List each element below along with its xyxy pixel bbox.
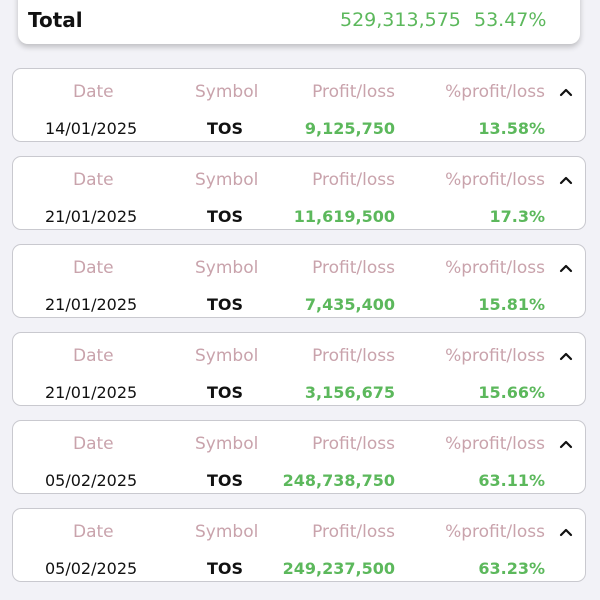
trade-symbol: TOS	[207, 295, 244, 314]
trade-profit: 249,237,500	[282, 559, 395, 578]
trade-card[interactable]: Date Symbol Profit/loss %profit/loss 14/…	[12, 68, 586, 142]
trade-symbol: TOS	[207, 471, 244, 490]
trade-percent: 15.66%	[478, 383, 545, 402]
trade-percent: 15.81%	[478, 295, 545, 314]
date-header: Date	[73, 82, 114, 102]
profit-header: Profit/loss	[312, 346, 395, 366]
trade-symbol: TOS	[207, 207, 244, 226]
trade-date: 21/01/2025	[45, 383, 138, 402]
total-summary-card: Total 529,313,575 53.47%	[18, 0, 580, 44]
date-header: Date	[73, 522, 114, 542]
trade-percent: 13.58%	[478, 119, 545, 138]
chevron-up-icon[interactable]	[559, 437, 573, 451]
trade-card[interactable]: Date Symbol Profit/loss %profit/loss 05/…	[12, 420, 586, 494]
trade-profit: 7,435,400	[304, 295, 395, 314]
chevron-up-icon[interactable]	[559, 173, 573, 187]
profit-header: Profit/loss	[312, 82, 395, 102]
trade-card[interactable]: Date Symbol Profit/loss %profit/loss 21/…	[12, 156, 586, 230]
date-header: Date	[73, 170, 114, 190]
symbol-header: Symbol	[195, 434, 259, 454]
trade-profit: 248,738,750	[282, 471, 395, 490]
trade-date: 05/02/2025	[45, 471, 138, 490]
trade-symbol: TOS	[207, 119, 244, 138]
chevron-up-icon[interactable]	[559, 85, 573, 99]
trade-date: 14/01/2025	[45, 119, 138, 138]
date-header: Date	[73, 346, 114, 366]
profit-header: Profit/loss	[312, 170, 395, 190]
trade-profit: 9,125,750	[304, 119, 395, 138]
total-label: Total	[28, 8, 83, 32]
symbol-header: Symbol	[195, 522, 259, 542]
total-profit-percent: 53.47%	[474, 9, 547, 31]
symbol-header: Symbol	[195, 82, 259, 102]
chevron-up-icon[interactable]	[559, 349, 573, 363]
profit-header: Profit/loss	[312, 434, 395, 454]
chevron-up-icon[interactable]	[559, 261, 573, 275]
trade-symbol: TOS	[207, 383, 244, 402]
percent-header: %profit/loss	[445, 346, 545, 366]
symbol-header: Symbol	[195, 170, 259, 190]
trade-percent: 63.23%	[478, 559, 545, 578]
percent-header: %profit/loss	[445, 434, 545, 454]
date-header: Date	[73, 258, 114, 278]
percent-header: %profit/loss	[445, 522, 545, 542]
percent-header: %profit/loss	[445, 258, 545, 278]
trade-date: 21/01/2025	[45, 295, 138, 314]
symbol-header: Symbol	[195, 346, 259, 366]
date-header: Date	[73, 434, 114, 454]
trade-percent: 17.3%	[489, 207, 545, 226]
percent-header: %profit/loss	[445, 170, 545, 190]
percent-header: %profit/loss	[445, 82, 545, 102]
trade-card[interactable]: Date Symbol Profit/loss %profit/loss 05/…	[12, 508, 586, 582]
chevron-up-icon[interactable]	[559, 525, 573, 539]
total-profit-value: 529,313,575	[340, 9, 461, 31]
symbol-header: Symbol	[195, 258, 259, 278]
trade-symbol: TOS	[207, 559, 244, 578]
profit-header: Profit/loss	[312, 258, 395, 278]
trade-date: 05/02/2025	[45, 559, 138, 578]
profit-header: Profit/loss	[312, 522, 395, 542]
trade-profit: 11,619,500	[293, 207, 395, 226]
trade-date: 21/01/2025	[45, 207, 138, 226]
trade-profit: 3,156,675	[304, 383, 395, 402]
trade-card[interactable]: Date Symbol Profit/loss %profit/loss 21/…	[12, 332, 586, 406]
trade-card[interactable]: Date Symbol Profit/loss %profit/loss 21/…	[12, 244, 586, 318]
trade-percent: 63.11%	[478, 471, 545, 490]
